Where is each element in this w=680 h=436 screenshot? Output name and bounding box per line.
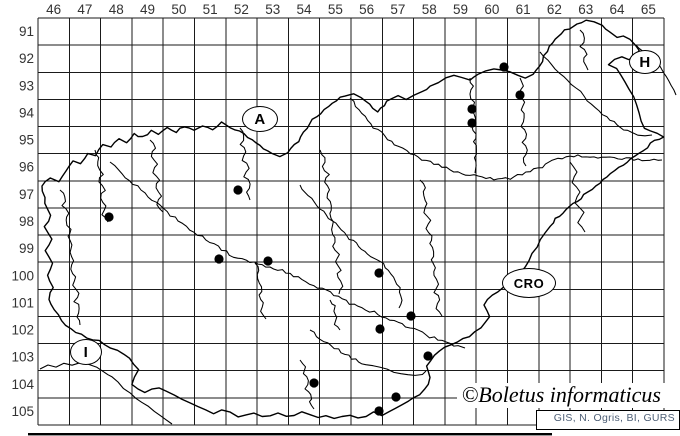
col-label: 55 <box>328 2 343 17</box>
col-label: 63 <box>578 2 593 17</box>
col-label: 61 <box>516 2 531 17</box>
credit-text: ©Boletus informaticus <box>456 383 666 409</box>
region-label-croatia: CRO <box>502 268 556 298</box>
occurrence-dot <box>423 351 433 361</box>
river-line <box>309 329 427 376</box>
col-label: 60 <box>484 2 499 17</box>
col-label: 58 <box>422 2 437 17</box>
river-line <box>299 359 315 410</box>
col-label: 64 <box>610 2 626 17</box>
river-line <box>59 189 81 326</box>
river-line <box>349 97 663 181</box>
river-line <box>319 149 344 295</box>
river-line <box>329 299 341 331</box>
row-label: 104 <box>11 377 34 392</box>
col-label: 49 <box>140 2 155 17</box>
col-label: 46 <box>46 2 61 17</box>
region-label-hungary: H <box>629 50 661 74</box>
occurrence-dot <box>233 185 243 195</box>
river-line <box>419 179 443 317</box>
bottom-edge-line <box>28 433 552 436</box>
river-line <box>299 184 403 309</box>
col-label: 52 <box>234 2 249 17</box>
region-label-austria: A <box>242 106 278 132</box>
occurrence-dot <box>374 268 384 278</box>
occurrence-dot <box>406 311 416 321</box>
col-label: 50 <box>171 2 186 17</box>
river-line <box>569 161 586 233</box>
col-label: 59 <box>453 2 468 17</box>
occurrence-dot <box>467 104 477 114</box>
col-label: 65 <box>641 2 656 17</box>
row-label: 97 <box>19 187 34 202</box>
row-label: 103 <box>11 350 34 365</box>
river-line <box>109 161 466 349</box>
col-label: 53 <box>265 2 280 17</box>
river-line <box>254 262 267 320</box>
river-line <box>579 29 589 71</box>
row-label: 99 <box>19 241 34 256</box>
col-label: 54 <box>297 2 313 17</box>
row-label: 101 <box>11 295 34 310</box>
row-label: 102 <box>11 323 34 338</box>
country-border <box>41 19 665 420</box>
river-line <box>94 149 109 223</box>
occurrence-dot <box>467 118 477 128</box>
row-label: 100 <box>11 268 34 283</box>
row-label: 92 <box>19 51 34 66</box>
row-label: 105 <box>11 404 34 419</box>
col-label: 48 <box>109 2 124 17</box>
row-label: 95 <box>19 133 34 148</box>
row-label: 96 <box>19 160 34 175</box>
river-line <box>539 51 653 137</box>
occurrence-dot <box>374 406 384 416</box>
river-line <box>239 127 251 201</box>
occurrence-dot <box>104 212 114 222</box>
source-note: GIS, N. Ogris, BI, GURS <box>536 410 680 430</box>
row-label: 91 <box>19 24 34 39</box>
row-label: 98 <box>19 214 34 229</box>
row-label: 94 <box>19 105 35 120</box>
row-label: 93 <box>19 78 34 93</box>
col-label: 56 <box>359 2 374 17</box>
river-line <box>149 139 164 213</box>
region-label-italy: I <box>70 339 102 365</box>
col-label: 51 <box>203 2 218 17</box>
col-label: 57 <box>390 2 405 17</box>
occurrence-dot <box>263 256 273 266</box>
col-label: 62 <box>547 2 562 17</box>
occurrence-dot <box>375 324 385 334</box>
occurrence-dot <box>499 62 509 72</box>
coastline <box>39 362 173 425</box>
occurrence-dot <box>309 378 319 388</box>
occurrence-dot <box>214 254 224 264</box>
occurrence-dot <box>391 392 401 402</box>
occurrence-dot <box>515 90 525 100</box>
col-label: 47 <box>77 2 92 17</box>
